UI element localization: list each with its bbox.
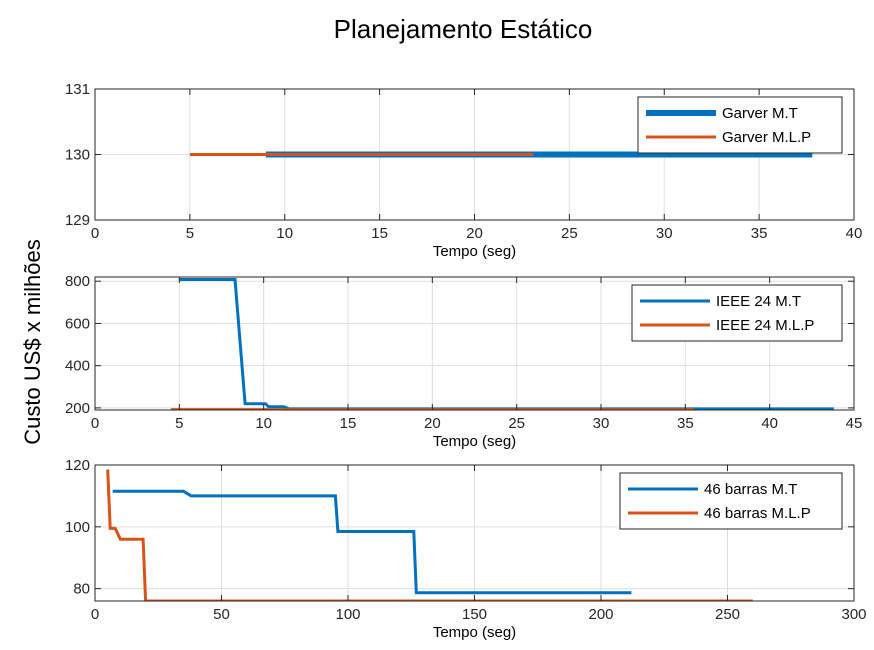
x-tick-label: 15 (371, 225, 388, 242)
x-tick-label: 250 (715, 606, 740, 623)
x-tick-label: 300 (841, 606, 866, 623)
x-tick-label: 0 (91, 415, 99, 432)
x-tick-label: 0 (91, 225, 99, 242)
legend-label: IEEE 24 M.L.P (716, 317, 814, 334)
x-tick-label: 15 (340, 415, 357, 432)
y-tick-label: 129 (65, 212, 90, 229)
series-line-1 (112, 489, 632, 595)
legend: IEEE 24 M.T IEEE 24 M.L.P (631, 284, 843, 342)
x-tick-label: 10 (276, 225, 293, 242)
legend-label: 46 barras M.T (704, 481, 797, 498)
x-tick-label: 35 (751, 225, 768, 242)
y-tick-label: 130 (65, 147, 90, 164)
x-tick-label: 20 (466, 225, 483, 242)
x-tick-label: 30 (656, 225, 673, 242)
legend-box (619, 472, 843, 530)
subplot-2: 0 5 10 15 20 25 30 35 40 45 200 400 600 800 Tempo (seg… (65, 273, 862, 450)
legend-label: 46 barras M.L.P (704, 505, 811, 522)
x-axis-label: Tempo (seg) (433, 433, 516, 450)
y-tick-label: 400 (65, 358, 90, 375)
x-tick-label: 200 (588, 606, 613, 623)
y-axis-label: Custo US$ x milhões (20, 239, 45, 444)
x-tick-label: 30 (593, 415, 610, 432)
series-line-2 (106, 469, 753, 601)
x-tick-label: 0 (91, 606, 99, 623)
y-tick-label: 100 (65, 519, 90, 536)
x-tick-label: 5 (175, 415, 183, 432)
legend-box (637, 96, 843, 154)
x-tick-label: 45 (846, 415, 863, 432)
x-tick-label: 40 (761, 415, 778, 432)
y-tick-label: 200 (65, 400, 90, 417)
legend-label: Garver M.L.P (722, 129, 811, 146)
y-tick-label: 800 (65, 273, 90, 290)
chart-title: Planejamento Estático (334, 14, 593, 44)
x-tick-label: 40 (846, 225, 863, 242)
x-tick-label: 25 (508, 415, 525, 432)
x-tick-label: 5 (186, 225, 194, 242)
x-axis-label: Tempo (seg) (433, 243, 516, 260)
y-tick-label: 80 (73, 581, 90, 598)
legend: Garver M.T Garver M.L.P (637, 96, 843, 154)
x-tick-label: 150 (462, 606, 487, 623)
y-tick-label: 600 (65, 315, 90, 332)
x-tick-label: 20 (424, 415, 441, 432)
subplot-1: 0 5 10 15 20 25 30 35 40 129 130 131 Tempo (seg) Garv… (65, 81, 862, 260)
subplots: 0 5 10 15 20 25 30 35 40 129 130 131 Tempo (seg) Garv… (65, 81, 867, 641)
legend-label: Garver M.T (722, 105, 798, 122)
y-tick-label: 131 (65, 81, 90, 98)
axes-frame (94, 276, 855, 411)
x-tick-label: 10 (255, 415, 272, 432)
x-tick-label: 25 (561, 225, 578, 242)
legend-box (631, 284, 843, 342)
x-tick-label: 35 (677, 415, 694, 432)
legend-label: IEEE 24 M.T (716, 293, 801, 310)
legend: 46 barras M.T 46 barras M.L.P (619, 472, 843, 530)
y-tick-label: 120 (65, 457, 90, 474)
x-axis-label: Tempo (seg) (433, 624, 516, 641)
x-tick-label: 50 (213, 606, 230, 623)
subplot-3: 0 50 100 150 200 250 300 80 100 120 Tempo (seg) 46 … (65, 457, 867, 641)
x-tick-label: 100 (335, 606, 360, 623)
